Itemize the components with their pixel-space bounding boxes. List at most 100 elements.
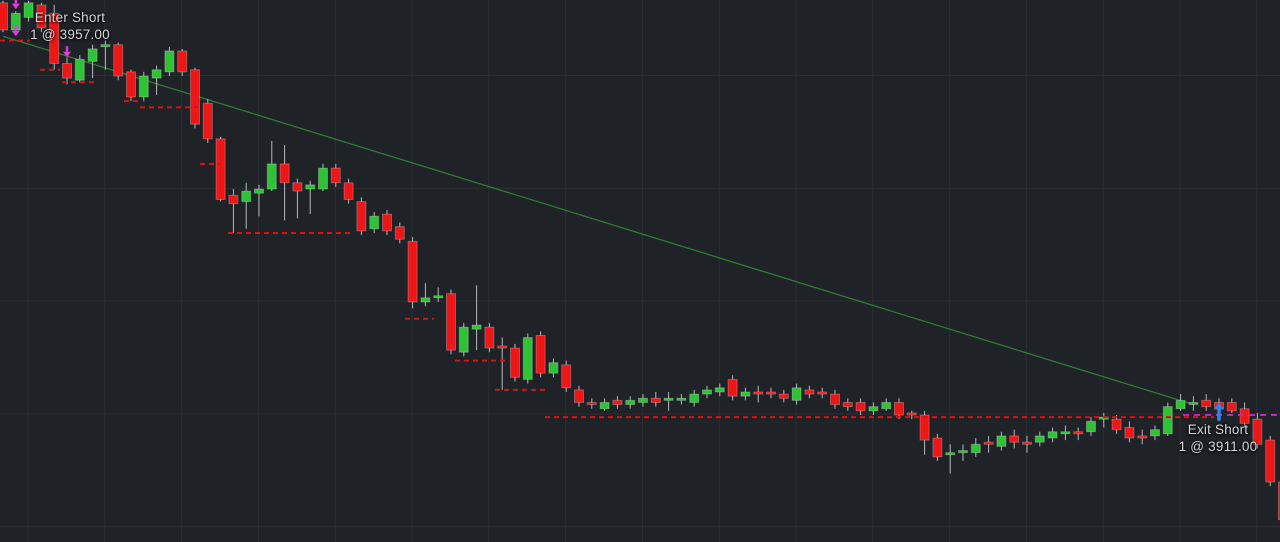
bull-candle [254,188,264,194]
bear-candle [215,138,226,200]
bull-candle [74,58,85,81]
bull-candle [676,397,687,401]
bear-candle [830,393,840,406]
bull-candle [663,397,674,401]
bull-candle [625,399,636,406]
bull-candle [881,401,892,410]
bear-candle [804,389,815,395]
bear-candle [177,50,188,73]
bear-candle [394,226,405,240]
bull-candle [996,435,1007,447]
bull-candle [458,326,469,353]
bear-candle [228,194,239,205]
bull-candle [241,190,252,203]
bear-candle [983,441,994,445]
bear-candle [382,213,392,232]
bull-candle [1150,429,1160,437]
bear-candle [1073,431,1084,435]
bear-candle [727,378,738,397]
bear-candle [0,2,8,31]
bull-candle [305,184,316,190]
bull-candle [945,452,956,456]
entry-sell-arrow-shaft [14,25,18,31]
bear-candle [484,326,495,349]
bull-candle [433,295,444,299]
bear-candle [894,401,904,416]
bear-candle [535,334,546,374]
bull-candle [599,401,610,410]
bear-candle [126,71,136,98]
bear-candle [1278,481,1280,521]
bull-candle [970,443,981,454]
bear-candle [574,389,584,403]
bull-candle [100,44,111,48]
bear-candle [510,347,520,378]
bull-candle [266,163,277,190]
bear-candle [49,12,60,64]
bull-candle [1047,431,1058,439]
entry-sell-arrow-shaft [14,0,18,4]
bull-candle [369,215,380,230]
bear-candle [202,102,213,140]
bear-candle [113,44,124,77]
bear-candle [36,4,47,29]
bull-candle [471,324,482,330]
bear-candle [612,399,623,406]
bear-candle [407,240,418,303]
bear-candle [842,401,853,408]
bear-candle [778,393,789,399]
bull-candle [1188,401,1199,406]
bear-candle [1201,399,1212,408]
bull-candle [548,362,559,374]
bear-candle [356,201,367,232]
bull-candle [702,389,712,395]
bear-candle [1124,427,1135,439]
bear-candle [330,167,341,184]
bear-candle [586,401,597,406]
bear-candle [292,182,303,192]
bull-candle [151,69,162,79]
bear-candle [817,391,828,395]
bear-candle [1111,418,1122,431]
bear-candle [1265,439,1276,483]
trend-line[interactable] [2,35,1194,406]
bull-candle [318,167,328,190]
bear-candle [906,412,917,416]
bear-candle [766,391,776,395]
bear-candle [1252,418,1263,445]
bear-candle [1239,408,1250,424]
bear-candle [919,414,930,441]
bull-candle [638,397,648,403]
bull-candle [420,297,431,303]
bear-candle [62,62,72,79]
bear-candle [343,182,354,200]
bull-candle [958,450,968,454]
bear-candle [650,397,661,403]
bear-candle [1137,435,1148,439]
bull-candle [714,387,725,393]
bull-candle [522,337,533,380]
bull-candle [23,2,34,18]
bear-candle [753,391,764,395]
entry-sell-arrow-shaft [65,46,69,52]
exit-buy-arrow-shaft [1217,409,1221,421]
bull-candle [1034,435,1045,443]
bull-candle [791,387,802,401]
bull-candle [1086,420,1096,433]
bear-candle [1226,401,1237,412]
bear-candle [855,401,866,412]
bull-candle [868,406,879,412]
bull-candle [689,393,700,403]
bear-candle [932,437,943,458]
bear-candle [279,163,290,184]
bull-candle [1162,406,1173,435]
bear-candle [561,364,572,389]
bear-candle [497,345,508,349]
bull-candle [87,48,98,62]
bull-candle [138,75,149,98]
bear-candle [190,69,200,125]
entry-sell-arrow-icon [11,3,20,10]
entry-sell-arrow-icon [11,30,20,37]
